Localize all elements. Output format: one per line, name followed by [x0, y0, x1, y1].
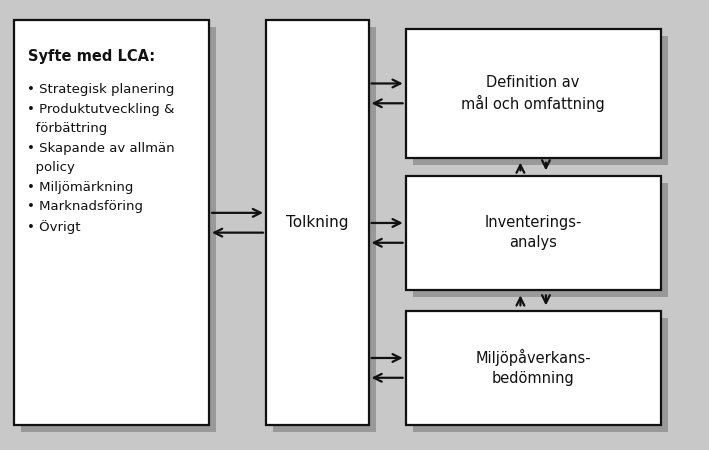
- Text: Miljöpåverkans-
bedömning: Miljöpåverkans- bedömning: [475, 350, 591, 386]
- FancyBboxPatch shape: [413, 183, 668, 297]
- FancyBboxPatch shape: [406, 176, 661, 290]
- Text: • Strategisk planering
• Produktutveckling &
  förbättring
• Skapande av allmän
: • Strategisk planering • Produktutveckli…: [27, 83, 174, 234]
- FancyBboxPatch shape: [266, 20, 369, 425]
- FancyBboxPatch shape: [406, 310, 661, 425]
- FancyBboxPatch shape: [406, 29, 661, 158]
- Text: Definition av
mål och omfattning: Definition av mål och omfattning: [462, 75, 605, 112]
- Text: Inventerings-
analys: Inventerings- analys: [484, 216, 582, 250]
- FancyBboxPatch shape: [273, 27, 376, 432]
- FancyBboxPatch shape: [413, 36, 668, 165]
- FancyBboxPatch shape: [21, 27, 216, 432]
- FancyBboxPatch shape: [14, 20, 209, 425]
- FancyBboxPatch shape: [413, 318, 668, 432]
- Text: Syfte med LCA:: Syfte med LCA:: [28, 50, 155, 64]
- Text: Tolkning: Tolkning: [286, 215, 349, 230]
